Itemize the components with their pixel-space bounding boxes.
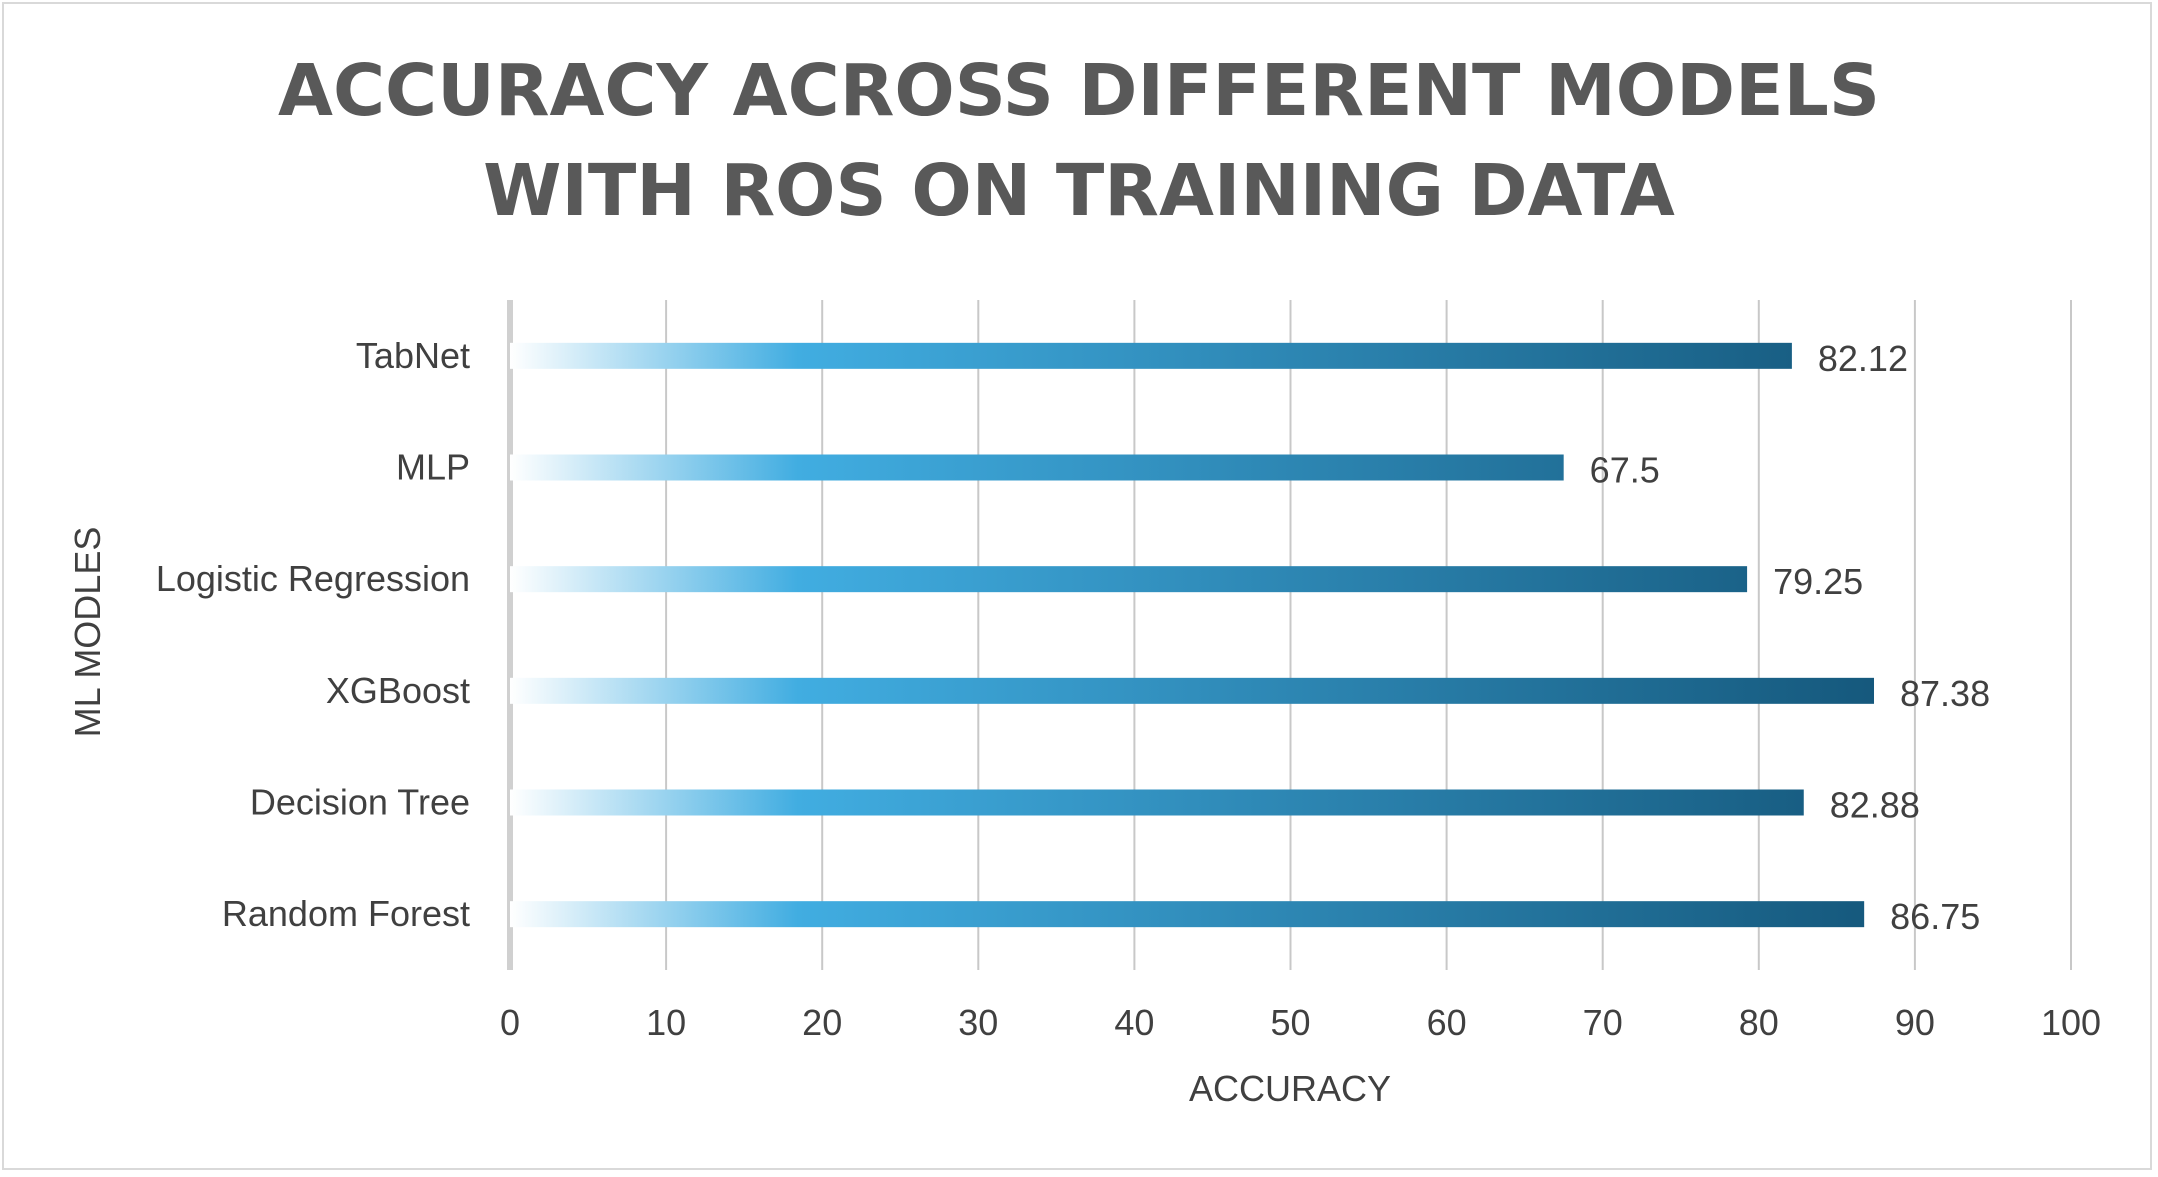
bars [510, 342, 1875, 928]
category-label: XGBoost [326, 670, 470, 711]
gridlines [507, 300, 2072, 970]
category-label: Logistic Regression [156, 558, 470, 599]
x-tick-label: 0 [500, 1002, 520, 1043]
chart-title-line-2: WITH ROS ON TRAINING DATA [483, 149, 1675, 232]
x-tick-label: 60 [1427, 1002, 1467, 1043]
y-axis-title: ML MODLES [67, 527, 108, 738]
data-label: 82.12 [1818, 338, 1908, 379]
chart-title-line-1: ACCURACY ACROSS DIFFERENT MODELS [278, 49, 1880, 132]
bar [510, 901, 1865, 928]
x-tick-label: 90 [1895, 1002, 1935, 1043]
x-tick-label: 70 [1583, 1002, 1623, 1043]
bar [510, 566, 1748, 593]
category-label: MLP [396, 447, 470, 488]
bar [510, 454, 1564, 481]
data-label: 87.38 [1900, 673, 1990, 714]
x-tick-label: 30 [958, 1002, 998, 1043]
category-label: Decision Tree [250, 782, 470, 823]
x-tick-label: 100 [2041, 1002, 2101, 1043]
data-label: 67.5 [1590, 450, 1660, 491]
x-tick-label: 80 [1739, 1002, 1779, 1043]
category-label: TabNet [356, 335, 470, 376]
bar [510, 789, 1804, 816]
bar [510, 677, 1875, 704]
x-tick-label: 50 [1270, 1002, 1310, 1043]
x-tick-label: 40 [1114, 1002, 1154, 1043]
bar [510, 342, 1792, 369]
data-label: 82.88 [1830, 785, 1920, 826]
category-label: Random Forest [222, 893, 470, 934]
x-axis-title: ACCURACY [1189, 1068, 1391, 1109]
x-tick-label: 10 [646, 1002, 686, 1043]
labels: 0 10 20 30 40 50 60 70 80 90 100 TabNet 82.12 MLP 67.5… [156, 335, 2101, 1043]
x-tick-label: 20 [802, 1002, 842, 1043]
data-label: 79.25 [1773, 561, 1863, 602]
data-label: 86.75 [1890, 896, 1980, 937]
